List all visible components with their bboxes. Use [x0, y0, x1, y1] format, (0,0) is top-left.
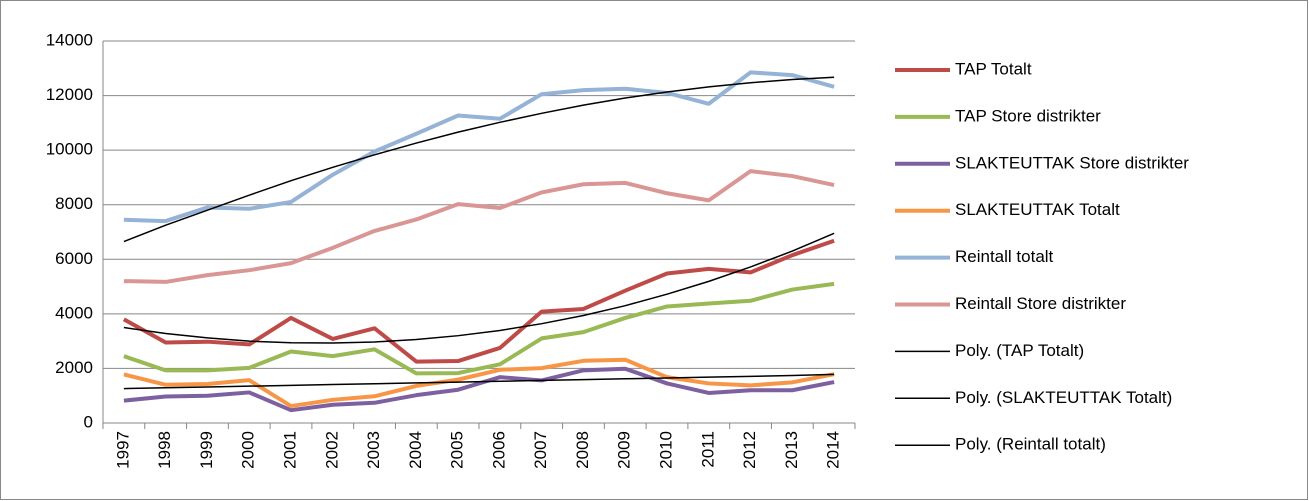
legend-label: Poly. (Reintall totalt)	[955, 435, 1106, 454]
x-tick-label: 2004	[406, 431, 425, 469]
legend-label: Reintall totalt	[955, 247, 1054, 266]
x-tick-label: 2000	[239, 431, 258, 469]
x-tick-label: 1997	[113, 431, 132, 469]
legend-label: SLAKTEUTTAK Store distrikter	[955, 153, 1189, 172]
legend-label: Reintall Store distrikter	[955, 294, 1126, 313]
series-line	[123, 232, 835, 344]
series-line	[123, 281, 835, 376]
x-tick-label: 2014	[824, 431, 843, 469]
legend-label: TAP Totalt	[955, 59, 1032, 78]
legend-label: TAP Store distrikter	[955, 106, 1101, 125]
legend-label: Poly. (TAP Totalt)	[955, 341, 1084, 360]
x-tick-label: 2009	[615, 431, 634, 469]
legend-label: SLAKTEUTTAK Totalt	[955, 200, 1120, 219]
y-tick-label: 12000	[46, 85, 93, 104]
x-tick-label: 2011	[698, 431, 717, 468]
series-line	[123, 169, 835, 284]
y-tick-label: 2000	[55, 358, 93, 377]
y-tick-label: 14000	[46, 30, 93, 49]
y-tick-label: 0	[84, 412, 93, 431]
x-tick-label: 2002	[322, 431, 341, 469]
x-tick-label: 2003	[364, 431, 383, 469]
series-line	[123, 366, 835, 413]
x-tick-label: 2013	[782, 431, 801, 469]
y-tick-label: 6000	[55, 249, 93, 268]
x-tick-label: 1998	[155, 431, 174, 469]
y-tick-label: 8000	[55, 194, 93, 213]
series-line	[123, 76, 835, 243]
x-tick-label: 2012	[740, 431, 759, 469]
legend-label: Poly. (SLAKTEUTTAK Totalt)	[955, 388, 1172, 407]
y-tick-label: 4000	[55, 303, 93, 322]
series-line	[123, 70, 835, 224]
series-line	[123, 357, 835, 409]
x-tick-label: 2010	[656, 431, 675, 469]
x-tick-label: 2001	[280, 431, 299, 469]
x-tick-label: 1999	[197, 431, 216, 469]
y-tick-label: 10000	[46, 140, 93, 159]
series-line	[123, 373, 835, 390]
series-line	[122, 238, 835, 364]
x-tick-label: 2008	[573, 431, 592, 469]
x-tick-label: 2007	[531, 431, 550, 469]
x-tick-label: 2006	[489, 431, 508, 469]
x-tick-label: 2005	[448, 431, 467, 469]
